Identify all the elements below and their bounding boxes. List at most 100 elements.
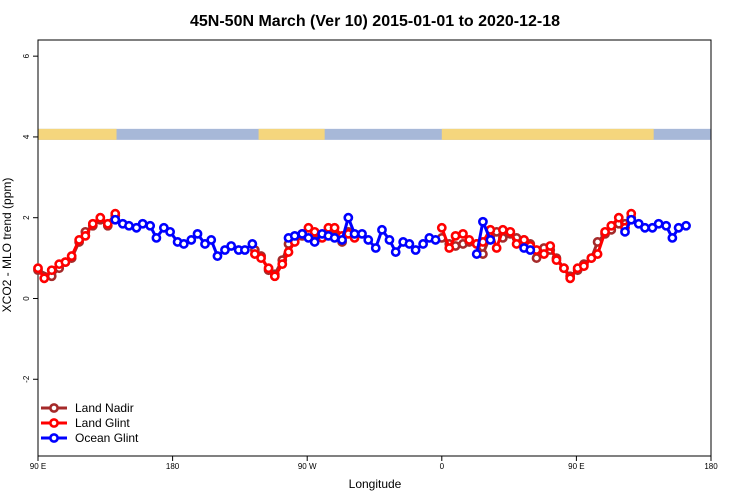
chart-title: 45N-50N March (Ver 10) 2015-01-01 to 202… bbox=[190, 13, 560, 30]
data-point bbox=[390, 247, 401, 257]
x-tick-label: 90 E bbox=[30, 462, 46, 471]
data-point bbox=[578, 261, 589, 272]
x-tick-label: 180 bbox=[704, 462, 718, 471]
data-point bbox=[491, 243, 502, 253]
data-point bbox=[309, 237, 320, 247]
data-point bbox=[33, 263, 43, 274]
data-point bbox=[283, 247, 294, 257]
land-segment bbox=[38, 128, 117, 140]
data-point bbox=[329, 222, 340, 233]
data-point bbox=[46, 265, 57, 276]
data-point bbox=[410, 245, 421, 255]
data-point bbox=[531, 253, 542, 263]
x-tick-label: 180 bbox=[166, 462, 180, 471]
x-axis: 90 E 180 90 W 0 90 E 180 bbox=[30, 456, 718, 471]
data-point bbox=[370, 243, 381, 253]
legend-marker bbox=[49, 418, 59, 428]
data-point bbox=[667, 233, 678, 243]
data-point bbox=[640, 222, 650, 233]
data-point bbox=[525, 245, 536, 255]
data-point bbox=[343, 212, 354, 223]
data-point bbox=[384, 235, 395, 245]
data-point bbox=[620, 226, 630, 237]
data-point bbox=[363, 235, 374, 245]
ocean-band bbox=[38, 128, 711, 140]
data-point bbox=[377, 224, 387, 235]
data-point bbox=[110, 214, 121, 225]
legend-label: Land Nadir bbox=[75, 401, 134, 415]
data-point bbox=[626, 214, 637, 225]
data-point bbox=[289, 230, 300, 241]
data-point bbox=[329, 233, 340, 243]
data-point bbox=[60, 257, 71, 268]
data-point bbox=[192, 228, 203, 239]
data-point bbox=[66, 251, 77, 261]
y-tick-label: 4 bbox=[22, 134, 31, 139]
y-axis: -2 0 2 4 6 bbox=[22, 53, 38, 383]
legend-marker bbox=[49, 403, 59, 413]
x-axis-label: Longitude bbox=[349, 477, 402, 491]
data-point bbox=[471, 249, 482, 259]
y-axis-label: XCO2 - MLO trend (ppm) bbox=[0, 178, 14, 313]
data-point bbox=[39, 273, 50, 284]
data-point bbox=[450, 230, 461, 241]
data-point bbox=[418, 239, 429, 249]
data-point bbox=[592, 249, 603, 259]
plot-frame bbox=[37, 39, 712, 457]
data-point bbox=[511, 239, 522, 249]
data-point bbox=[661, 220, 672, 231]
data-point bbox=[519, 235, 529, 245]
data-point bbox=[436, 222, 447, 233]
data-point bbox=[485, 235, 496, 245]
data-point bbox=[606, 220, 617, 231]
data-point bbox=[600, 226, 610, 237]
data-point bbox=[145, 220, 156, 231]
data-point bbox=[478, 216, 488, 227]
data-point bbox=[309, 226, 320, 237]
data-point bbox=[673, 222, 684, 233]
data-point bbox=[404, 239, 415, 249]
data-point bbox=[559, 263, 569, 274]
data-point bbox=[80, 230, 91, 241]
y-tick-label: 0 bbox=[22, 296, 31, 301]
data-point bbox=[102, 218, 113, 229]
series-layer bbox=[33, 208, 691, 284]
data-point bbox=[186, 235, 197, 245]
data-point bbox=[151, 233, 162, 243]
x-tick-label: 0 bbox=[440, 462, 445, 471]
data-point bbox=[206, 235, 217, 245]
data-point bbox=[226, 241, 237, 251]
data-point bbox=[165, 226, 176, 237]
data-point bbox=[497, 224, 508, 235]
data-point bbox=[565, 273, 576, 284]
data-point bbox=[212, 251, 223, 261]
land-segment bbox=[441, 128, 654, 140]
data-point bbox=[349, 228, 360, 239]
data-point bbox=[430, 235, 441, 245]
series-ocean-glint bbox=[110, 212, 691, 261]
data-point bbox=[263, 263, 274, 274]
data-point bbox=[124, 220, 134, 231]
legend-label: Land Glint bbox=[75, 416, 130, 430]
data-point bbox=[277, 259, 288, 270]
y-tick-label: -2 bbox=[22, 375, 31, 383]
data-point bbox=[178, 239, 189, 249]
x-tick-label: 90 W bbox=[298, 462, 317, 471]
data-point bbox=[337, 235, 347, 245]
data-point bbox=[458, 228, 468, 239]
y-tick-label: 6 bbox=[22, 53, 31, 58]
data-point bbox=[444, 243, 455, 253]
data-point bbox=[545, 241, 556, 251]
land-ocean-band bbox=[38, 128, 711, 140]
legend-marker bbox=[49, 433, 59, 443]
data-point bbox=[681, 220, 691, 231]
data-point bbox=[256, 253, 266, 263]
data-point bbox=[87, 218, 98, 229]
data-point bbox=[95, 212, 106, 223]
data-point bbox=[247, 239, 258, 249]
data-point bbox=[539, 249, 549, 259]
data-point bbox=[613, 212, 624, 223]
data-point bbox=[464, 235, 475, 245]
